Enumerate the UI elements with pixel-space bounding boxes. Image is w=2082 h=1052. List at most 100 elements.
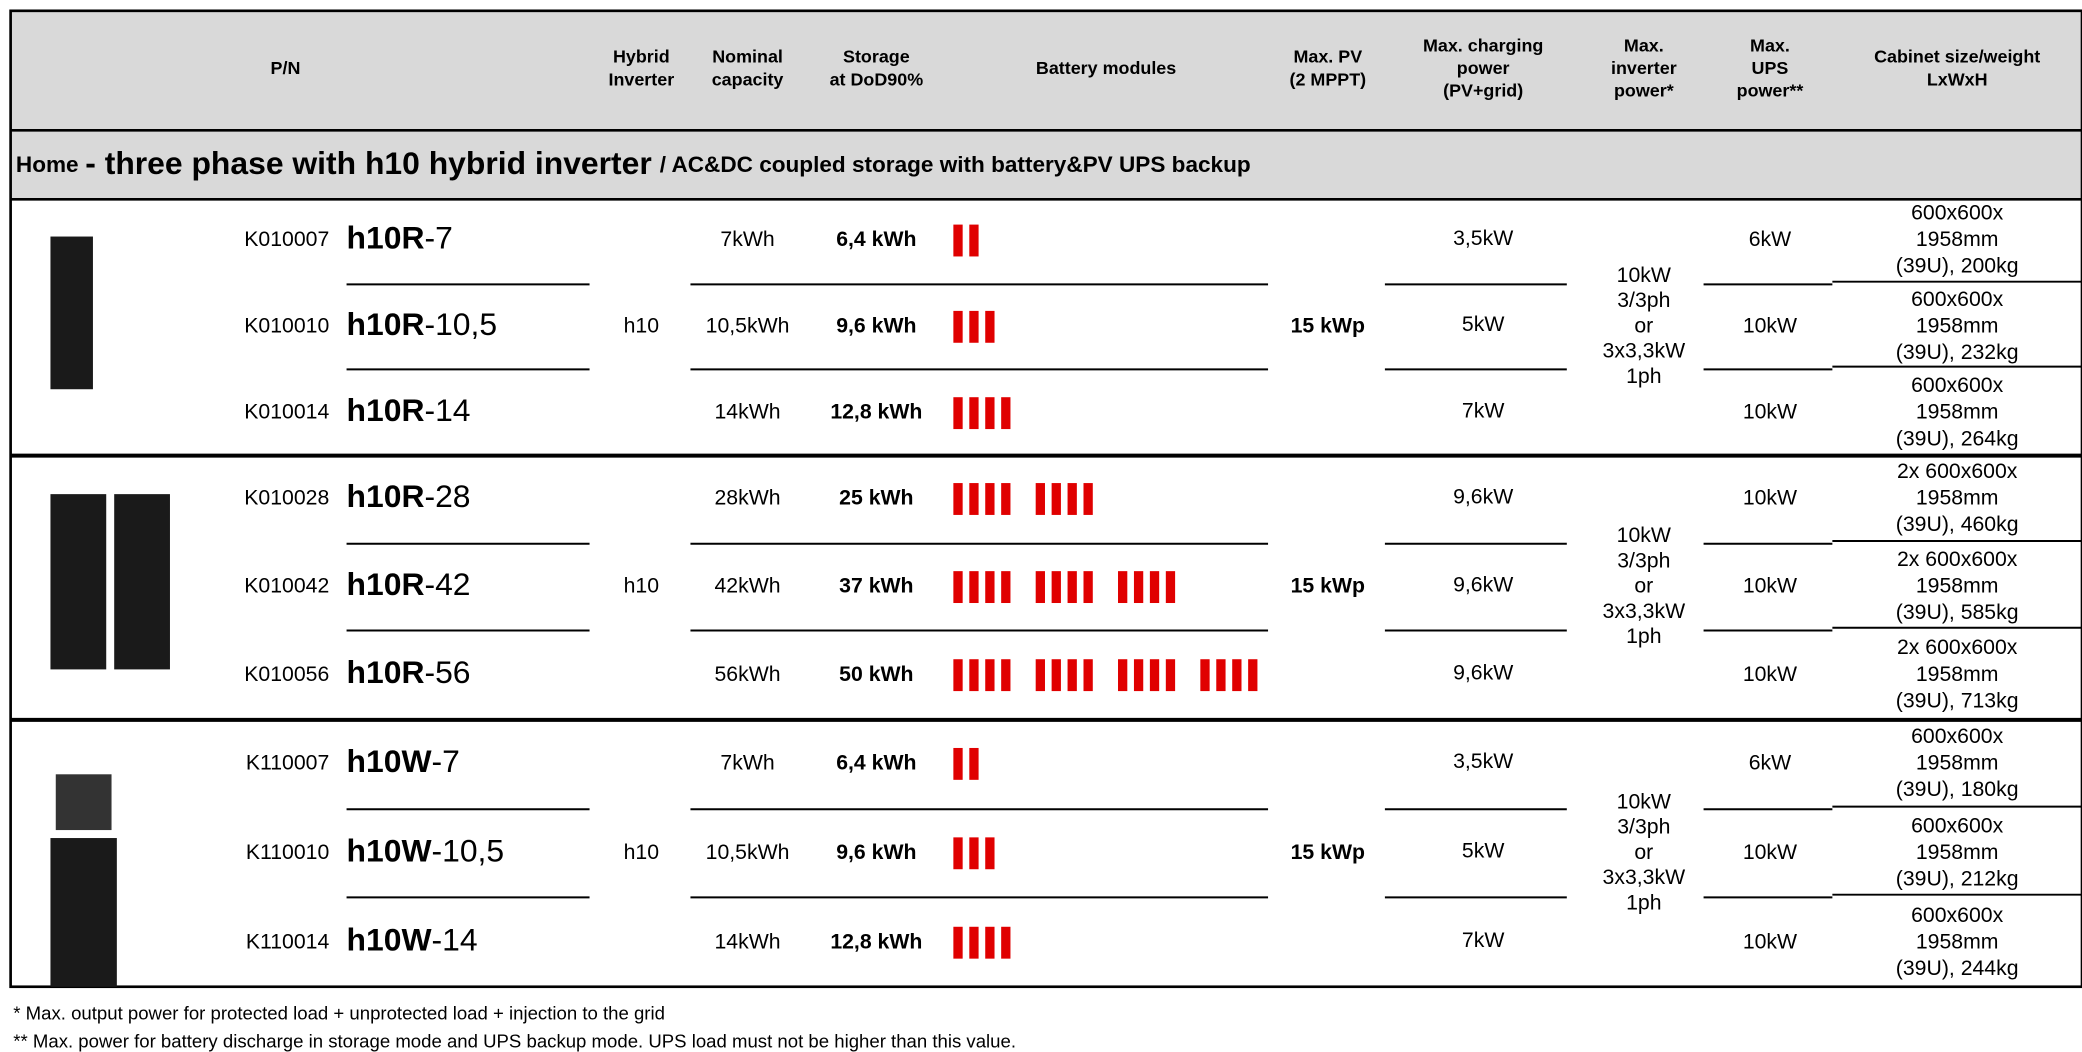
battery-module: [1232, 659, 1241, 691]
header-label: capacity: [712, 69, 784, 89]
model-size: -14: [424, 393, 470, 429]
nominal-capacity: 28kWh: [715, 486, 781, 510]
header-label: at DoD90%: [830, 69, 924, 89]
storage: 6,4 kWh: [836, 751, 916, 775]
charging-power: 3,5kW: [1453, 226, 1513, 250]
battery-module: [953, 483, 962, 515]
ups-power: 10kW: [1743, 574, 1797, 598]
model: h10W-7: [347, 743, 460, 779]
battery-module: [1001, 397, 1010, 429]
inverter-power: 1ph: [1626, 624, 1661, 648]
part-number: K010028: [244, 486, 329, 510]
max-pv: 15 kWp: [1291, 840, 1365, 864]
battery-module: [1052, 659, 1061, 691]
inverter-power: or: [1634, 313, 1653, 337]
battery-module: [1001, 659, 1010, 691]
battery-module: [985, 571, 994, 603]
cabinet: 1958mm: [1916, 574, 1999, 598]
model-name: h10R: [347, 567, 425, 603]
cabinet: 1958mm: [1916, 486, 1999, 510]
model: h10R-14: [347, 393, 471, 429]
battery-module: [1083, 483, 1092, 515]
max-pv: 15 kWp: [1291, 313, 1365, 337]
cabinet: 2x 600x600x: [1897, 635, 2018, 659]
battery-module: [953, 571, 962, 603]
ups-power: 10kW: [1743, 662, 1797, 686]
part-number: K010056: [244, 662, 329, 686]
model-size: -7: [424, 220, 452, 256]
battery-module: [1052, 483, 1061, 515]
battery-module: [953, 748, 962, 780]
battery-module: [953, 397, 962, 429]
charging-power: 5kW: [1462, 839, 1504, 863]
model-size: -10,5: [424, 306, 497, 342]
charging-power: 5kW: [1462, 312, 1504, 336]
battery-module: [969, 837, 978, 869]
nominal-capacity: 14kWh: [715, 400, 781, 424]
header-label: Max.: [1624, 35, 1664, 55]
ups-power: 10kW: [1743, 486, 1797, 510]
model-size: -10,5: [432, 833, 505, 869]
battery-module: [953, 659, 962, 691]
battery-module: [985, 659, 994, 691]
inverter-power: 3/3ph: [1617, 288, 1670, 312]
battery-module: [985, 483, 994, 515]
cabinet: (39U), 585kg: [1896, 600, 2019, 624]
storage: 37 kWh: [839, 574, 913, 598]
battery-module: [1001, 483, 1010, 515]
battery-module: [969, 659, 978, 691]
battery-module: [969, 225, 978, 257]
device-icon: [50, 237, 92, 390]
section-sub: / AC&DC coupled storage with battery&PV …: [660, 152, 1251, 177]
inverter-power: 10kW: [1617, 263, 1671, 287]
model-name: h10R: [347, 306, 425, 342]
cabinet: 600x600x: [1911, 373, 2003, 397]
header-label: Max.: [1750, 35, 1790, 55]
battery-module: [969, 927, 978, 959]
cabinet: (39U), 200kg: [1896, 254, 2019, 278]
inverter-power: or: [1634, 574, 1653, 598]
section-lead: Home: [16, 152, 79, 177]
header-label: power**: [1737, 81, 1804, 101]
cabinet: 2x 600x600x: [1897, 547, 2018, 571]
header-label: Storage: [843, 47, 910, 67]
inverter-power: 3/3ph: [1617, 548, 1670, 572]
nominal-capacity: 56kWh: [715, 662, 781, 686]
charging-power: 3,5kW: [1453, 749, 1513, 773]
storage: 50 kWh: [839, 662, 913, 686]
header-label: Inverter: [608, 69, 674, 89]
battery-module: [1036, 659, 1045, 691]
battery-module: [1036, 571, 1045, 603]
battery-module: [969, 483, 978, 515]
battery-module: [1068, 571, 1077, 603]
header-label: P/N: [271, 58, 301, 78]
battery-module: [1068, 659, 1077, 691]
inverter-power: 1ph: [1626, 364, 1661, 388]
header-label: power: [1457, 58, 1510, 78]
battery-module: [953, 225, 962, 257]
cabinet: 2x 600x600x: [1897, 459, 2018, 483]
model: h10R-56: [347, 655, 471, 691]
ups-power: 10kW: [1743, 313, 1797, 337]
ups-power: 6kW: [1749, 751, 1791, 775]
battery-module: [1150, 571, 1159, 603]
battery-module: [1118, 659, 1127, 691]
battery-module: [1083, 571, 1092, 603]
header-label: UPS: [1752, 58, 1789, 78]
inverter-power: 3x3,3kW: [1603, 599, 1686, 623]
charging-power: 9,6kW: [1453, 484, 1513, 508]
model-size: -7: [432, 743, 460, 779]
cabinet: 600x600x: [1911, 201, 2003, 225]
model-size: -42: [424, 567, 470, 603]
battery-module: [1200, 659, 1209, 691]
device-icon: [50, 494, 106, 669]
inverter-power: 10kW: [1617, 523, 1671, 547]
model-name: h10R: [347, 393, 425, 429]
header-label: Nominal: [712, 47, 783, 67]
inverter-power: 1ph: [1626, 890, 1661, 914]
footnote: * Max. output power for protected load +…: [13, 1003, 665, 1024]
battery-module: [969, 748, 978, 780]
battery-module: [1001, 927, 1010, 959]
storage: 6,4 kWh: [836, 227, 916, 251]
part-number: K110014: [246, 929, 330, 953]
